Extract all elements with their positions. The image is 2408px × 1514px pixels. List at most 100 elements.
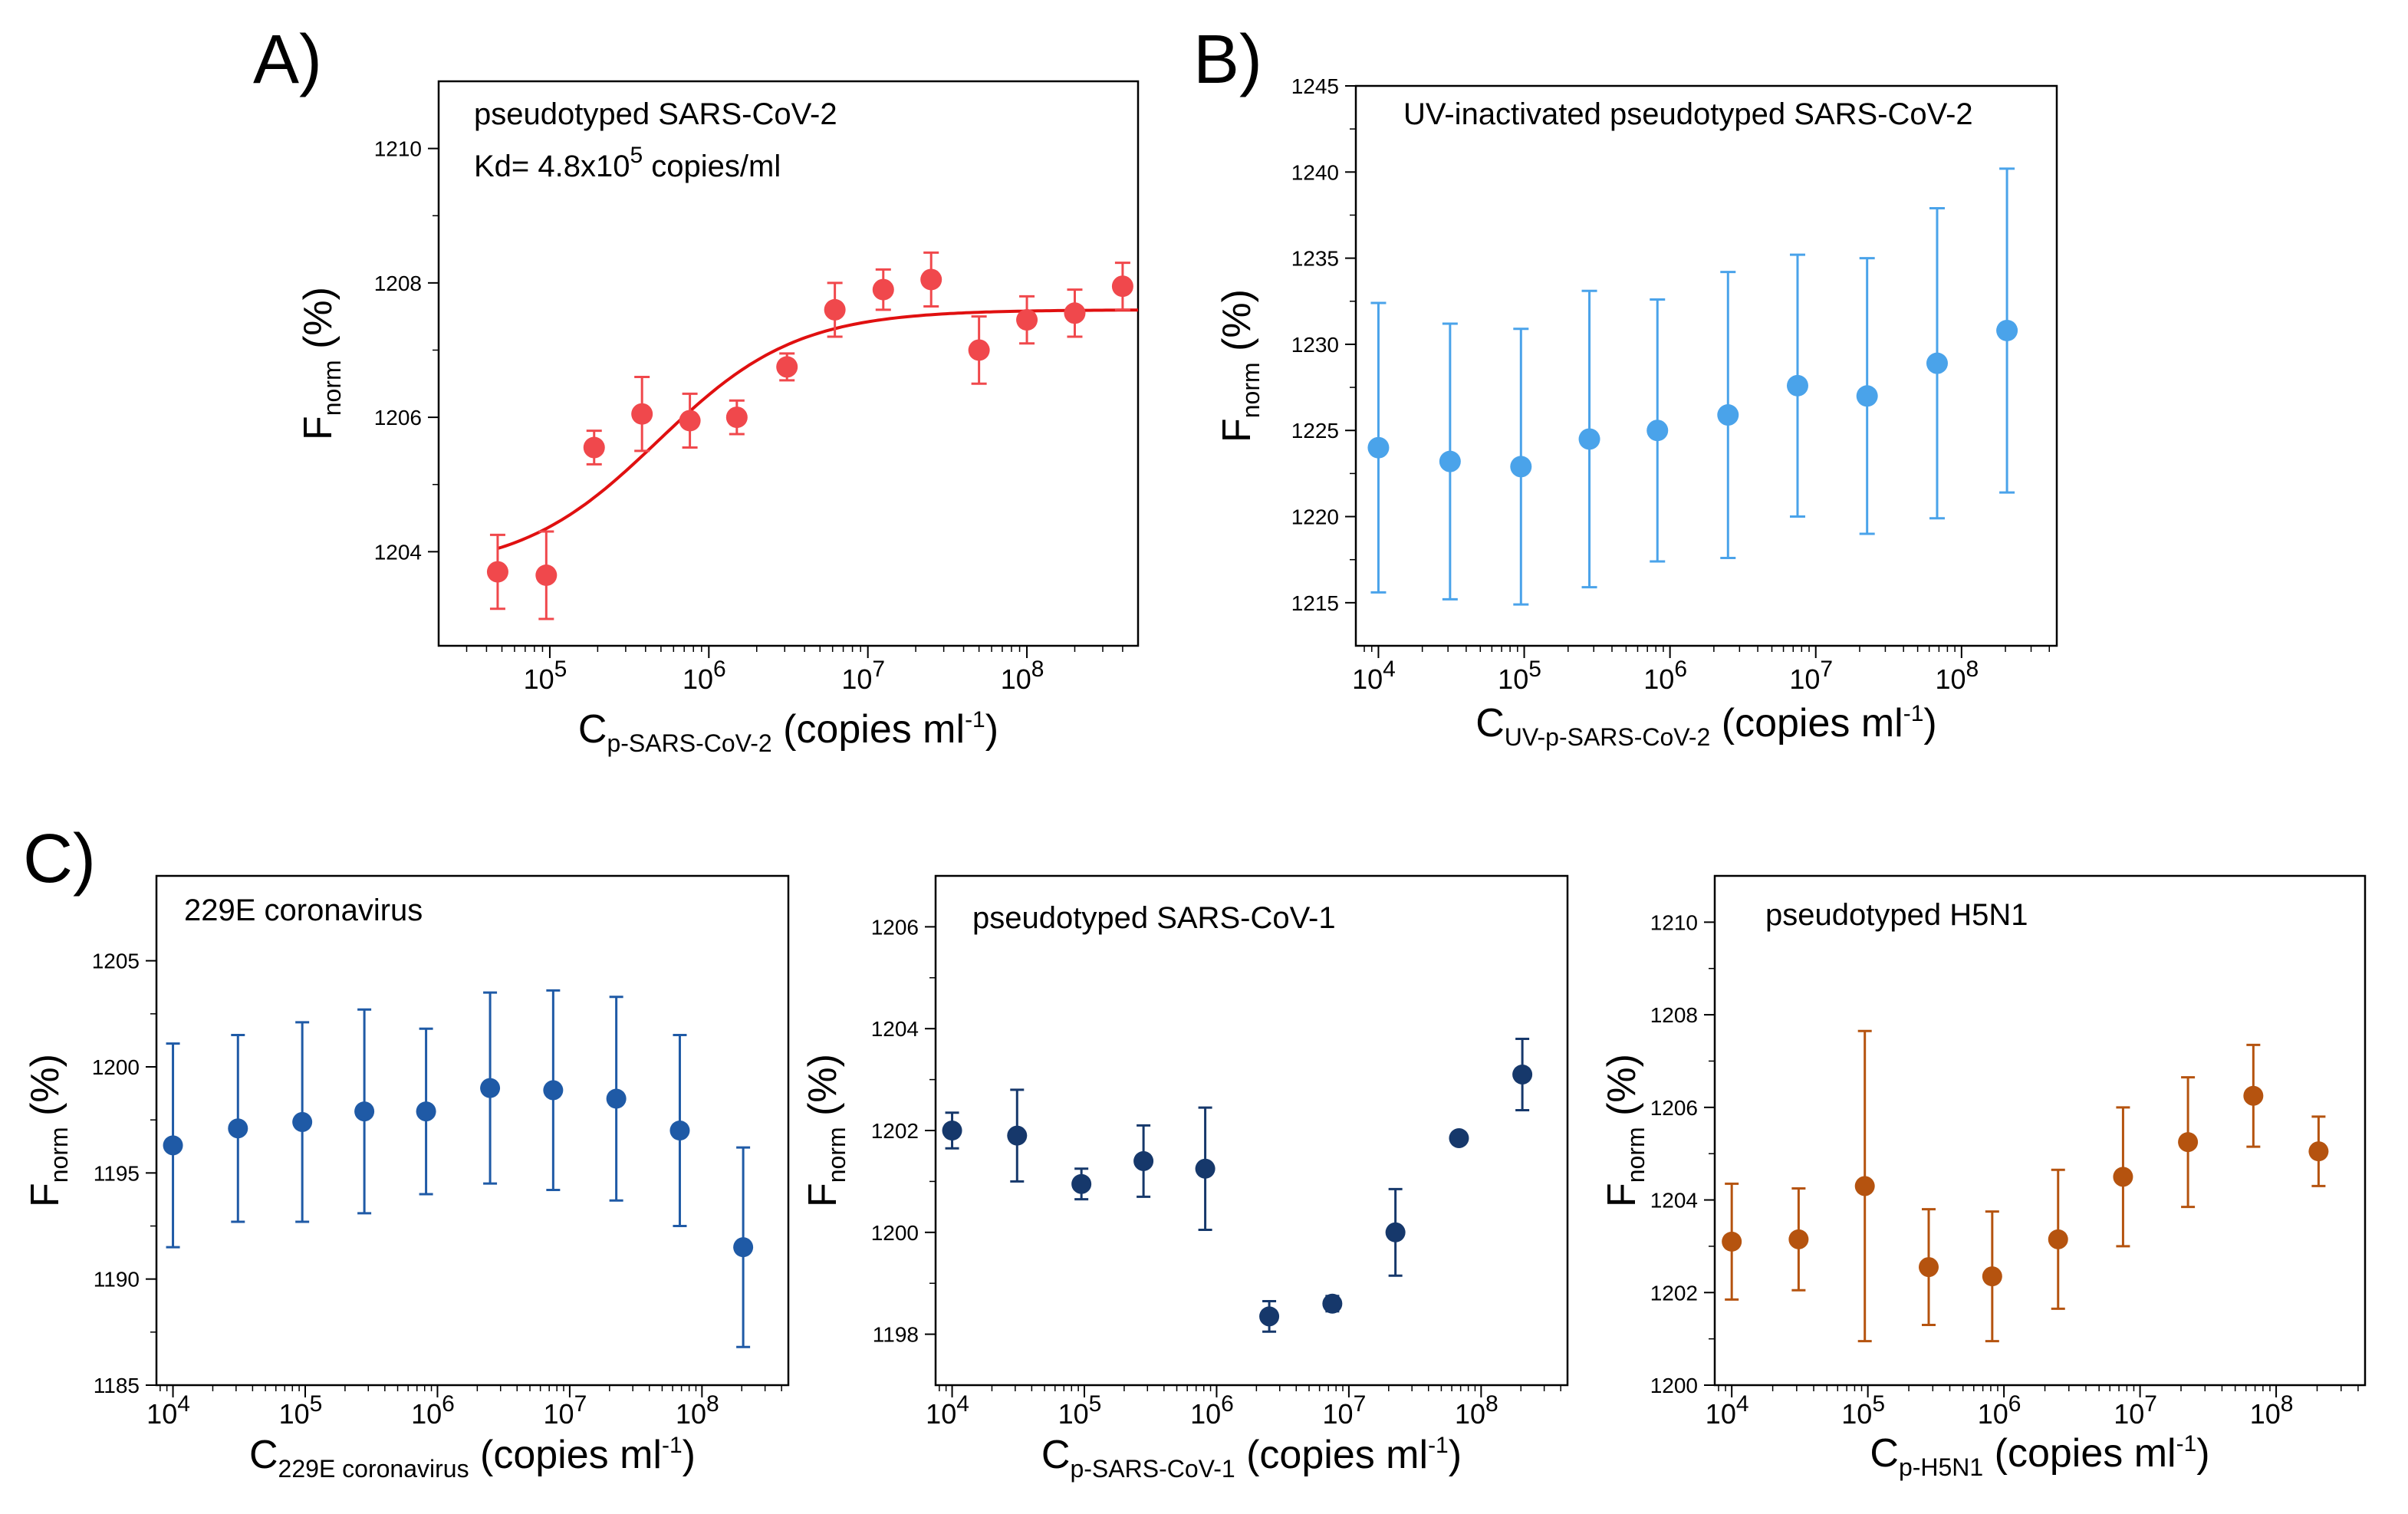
data-point xyxy=(1786,374,1808,397)
data-point xyxy=(1385,1222,1406,1242)
y-tick-label: 1206 xyxy=(871,915,919,939)
fit-curve xyxy=(497,308,1139,551)
data-point xyxy=(1996,319,2018,341)
y-axis-title: Fnorm (%) xyxy=(801,1054,850,1207)
y-tick-label: 1195 xyxy=(94,1161,140,1185)
data-point xyxy=(543,1080,564,1101)
x-tick-label: 108 xyxy=(676,1391,719,1430)
data-point xyxy=(416,1101,436,1122)
y-tick-label: 1204 xyxy=(871,1017,919,1041)
chart-panel-c-sars-cov-1: 1198 1200 1202 1204 1206 104 105 106 107 108Cp-SA… xyxy=(801,874,1569,1483)
x-tick-label: 104 xyxy=(1706,1391,1749,1430)
data-point xyxy=(606,1088,627,1109)
y-tick-label: 1245 xyxy=(1291,74,1339,98)
data-point xyxy=(354,1101,375,1122)
plot-frame xyxy=(155,874,790,1387)
x-tick-label: 105 xyxy=(279,1391,323,1430)
data-point xyxy=(725,406,748,429)
x-tick-label: 104 xyxy=(926,1391,969,1430)
chart-panel-b: 1215 1220 1225 1230 1235 1240 1245 104 105 106 107… xyxy=(1215,74,2058,751)
y-tick-label: 1215 xyxy=(1291,591,1339,615)
chart-annotation: pseudotyped SARS-CoV-1 xyxy=(972,901,1336,935)
x-tick-label: 105 xyxy=(524,657,567,695)
kd-annotation: Kd= 4.8x105 copies/ml xyxy=(474,143,781,183)
x-tick-label: 108 xyxy=(1001,657,1044,695)
data-point xyxy=(1788,1229,1809,1249)
data-point xyxy=(2243,1085,2264,1106)
x-tick-label: 108 xyxy=(1935,657,1979,695)
x-axis-title: Cp-SARS-CoV-1 (copies ml-1) xyxy=(1041,1433,1462,1483)
y-tick-label: 1235 xyxy=(1291,247,1339,271)
y-axis-title: Fnorm (%) xyxy=(23,1054,73,1207)
data-point xyxy=(163,1135,183,1156)
data-point xyxy=(1510,456,1532,478)
data-point xyxy=(2178,1132,2199,1153)
panel-label-a: A) xyxy=(253,21,322,98)
data-point xyxy=(1007,1125,1028,1146)
data-point xyxy=(292,1111,313,1132)
data-point xyxy=(1449,1127,1469,1148)
data-point xyxy=(1578,428,1600,450)
x-tick-label: 105 xyxy=(1498,657,1541,695)
y-tick-label: 1205 xyxy=(92,950,140,973)
x-tick-label: 105 xyxy=(1058,1391,1102,1430)
y-tick-label: 1206 xyxy=(374,406,422,430)
x-tick-label: 106 xyxy=(1643,657,1687,695)
data-point xyxy=(480,1078,501,1098)
y-tick-label: 1200 xyxy=(1650,1374,1698,1397)
x-tick-label: 105 xyxy=(1841,1391,1885,1430)
plot-frame xyxy=(934,874,1569,1387)
x-tick-label: 108 xyxy=(2250,1391,2294,1430)
panel-label-c: C) xyxy=(23,821,96,897)
chart-annotation: UV-inactivated pseudotyped SARS-CoV-2 xyxy=(1403,97,1973,131)
y-tick-label: 1220 xyxy=(1291,505,1339,529)
chart-panel-a: 1204 1206 1208 1210 105 106 107 108Cp-SARS-CoV-… xyxy=(296,80,1140,757)
panel-label-b: B) xyxy=(1193,21,1262,98)
x-axis-title: C229E coronavirus (copies ml-1) xyxy=(249,1433,696,1483)
y-tick-label: 1230 xyxy=(1291,333,1339,357)
y-tick-label: 1210 xyxy=(1650,910,1698,934)
data-point xyxy=(1439,450,1461,472)
x-tick-label: 106 xyxy=(411,1391,455,1430)
data-point xyxy=(535,564,558,586)
data-point xyxy=(733,1237,754,1258)
y-tick-label: 1185 xyxy=(94,1374,140,1397)
plot-frame xyxy=(1354,84,2058,647)
y-tick-label: 1200 xyxy=(92,1055,140,1079)
x-tick-label: 107 xyxy=(2114,1391,2157,1430)
data-point xyxy=(1071,1173,1092,1194)
y-tick-label: 1225 xyxy=(1291,419,1339,443)
y-tick-label: 1198 xyxy=(873,1323,919,1347)
y-tick-label: 1202 xyxy=(1650,1281,1698,1305)
x-axis-title: CUV-p-SARS-CoV-2 (copies ml-1) xyxy=(1475,701,1937,751)
data-point xyxy=(486,561,508,583)
data-point xyxy=(1322,1293,1343,1314)
y-tick-label: 1190 xyxy=(94,1268,140,1292)
data-point xyxy=(2048,1229,2068,1249)
data-point xyxy=(2308,1141,2329,1162)
x-tick-label: 108 xyxy=(1455,1391,1498,1430)
data-point xyxy=(942,1121,962,1140)
data-point xyxy=(872,278,894,301)
x-axis-title: Cp-SARS-CoV-2 (copies ml-1) xyxy=(578,707,998,757)
data-point xyxy=(776,356,798,378)
x-tick-label: 107 xyxy=(1789,657,1833,695)
x-tick-label: 106 xyxy=(1190,1391,1234,1430)
data-point xyxy=(1982,1266,2002,1287)
data-point xyxy=(920,268,942,291)
y-tick-label: 1204 xyxy=(374,540,422,564)
plot-frame xyxy=(437,80,1140,647)
data-point xyxy=(679,410,701,432)
data-point xyxy=(631,403,653,425)
data-point xyxy=(1259,1306,1280,1327)
y-axis-title: Fnorm (%) xyxy=(1215,289,1265,443)
x-tick-label: 107 xyxy=(544,1391,587,1430)
x-axis-title: Cp-H5N1 (copies ml-1) xyxy=(1870,1431,2209,1481)
data-point xyxy=(228,1118,248,1139)
y-axis-title: Fnorm (%) xyxy=(1600,1054,1650,1207)
data-point xyxy=(1512,1064,1533,1084)
chart-annotation: 229E coronavirus xyxy=(184,894,423,927)
data-point xyxy=(824,298,846,321)
plot-frame xyxy=(1713,874,2367,1387)
